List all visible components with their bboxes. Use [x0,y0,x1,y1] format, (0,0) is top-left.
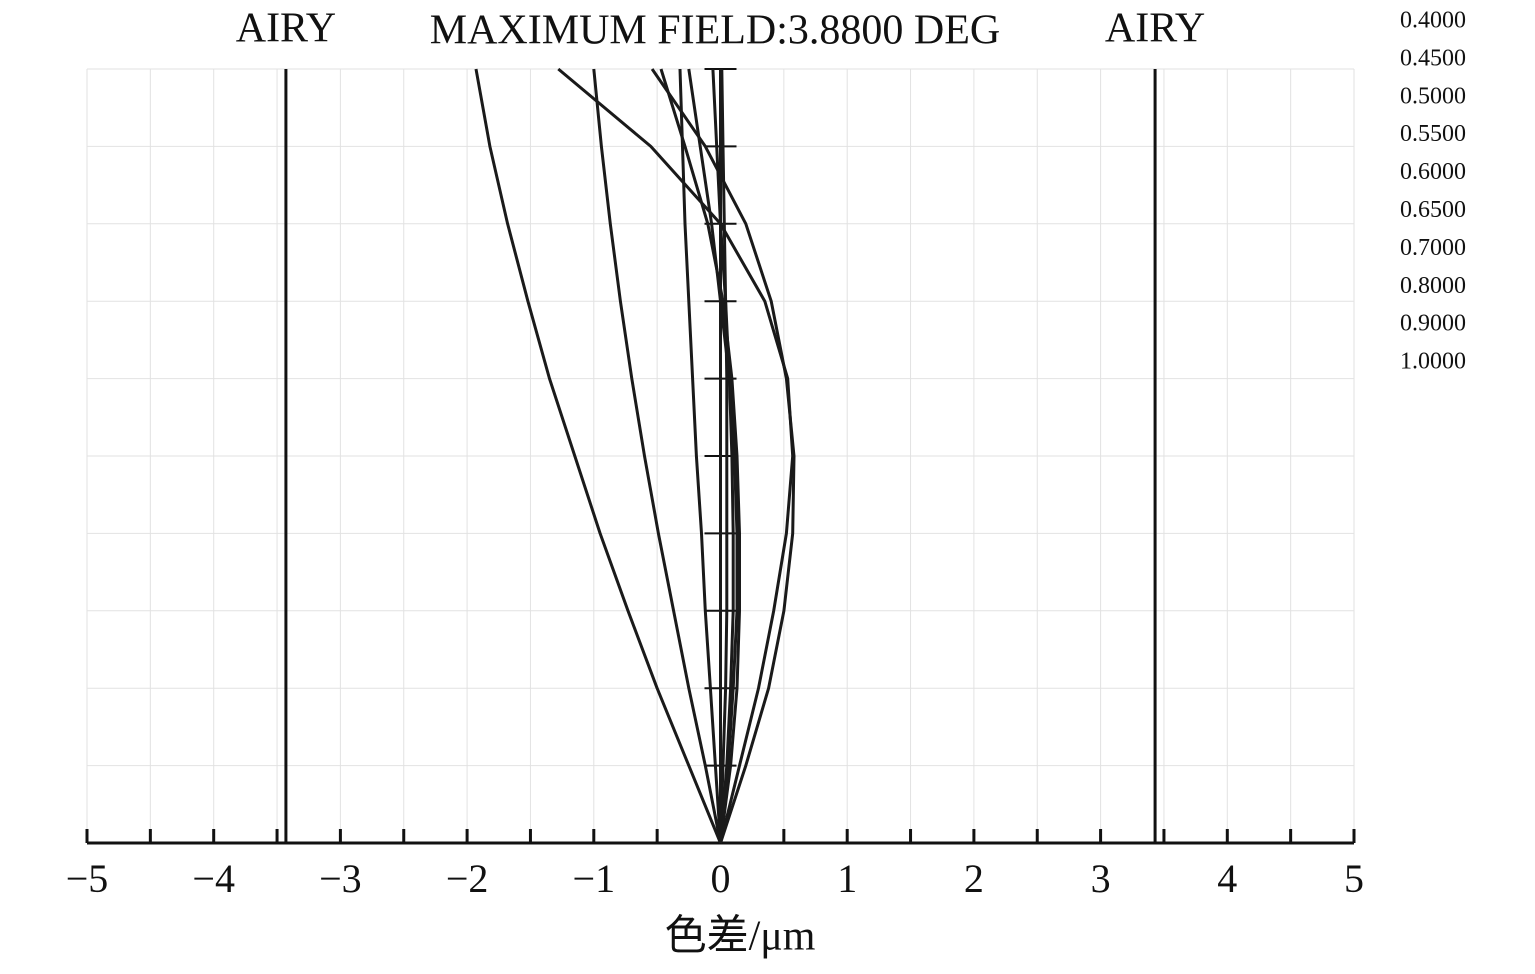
legend-label: 1.0000 [1400,349,1466,375]
x-tick-label: −2 [446,856,489,901]
series-line [719,68,729,844]
x-tick-label: −3 [319,856,362,901]
series-line [474,68,722,844]
airy-label: AIRY [1105,6,1205,52]
x-tick-label: −4 [192,856,235,901]
airy-label: AIRY [236,6,336,52]
legend-label: 0.4000 [1400,8,1466,34]
x-tick-label: 3 [1091,856,1111,901]
x-tick-label: 4 [1217,856,1237,901]
x-tick-label: 5 [1344,856,1364,901]
x-tick-label: −5 [66,856,109,901]
legend-label: 0.6500 [1400,197,1466,223]
chart-title: MAXIMUM FIELD:3.8800 DEG [430,8,1001,54]
legend-label: 0.4500 [1400,45,1466,71]
legend-label: 0.7000 [1400,235,1466,261]
x-tick-label: 0 [711,856,731,901]
legend-label: 0.6000 [1400,159,1466,185]
series-line [659,68,741,844]
series-line [678,68,722,844]
x-axis-label: 色差/μm [665,914,816,960]
series-line [687,68,739,844]
x-tick-label: −1 [573,856,616,901]
series-line [650,68,796,844]
series-line [592,68,722,844]
legend-label: 0.8000 [1400,273,1466,299]
x-tick-label: 2 [964,856,984,901]
legend-label: 0.5500 [1400,121,1466,147]
legend-label: 0.5000 [1400,83,1466,109]
x-tick-label: 1 [837,856,857,901]
legend-label: 0.9000 [1400,311,1466,337]
